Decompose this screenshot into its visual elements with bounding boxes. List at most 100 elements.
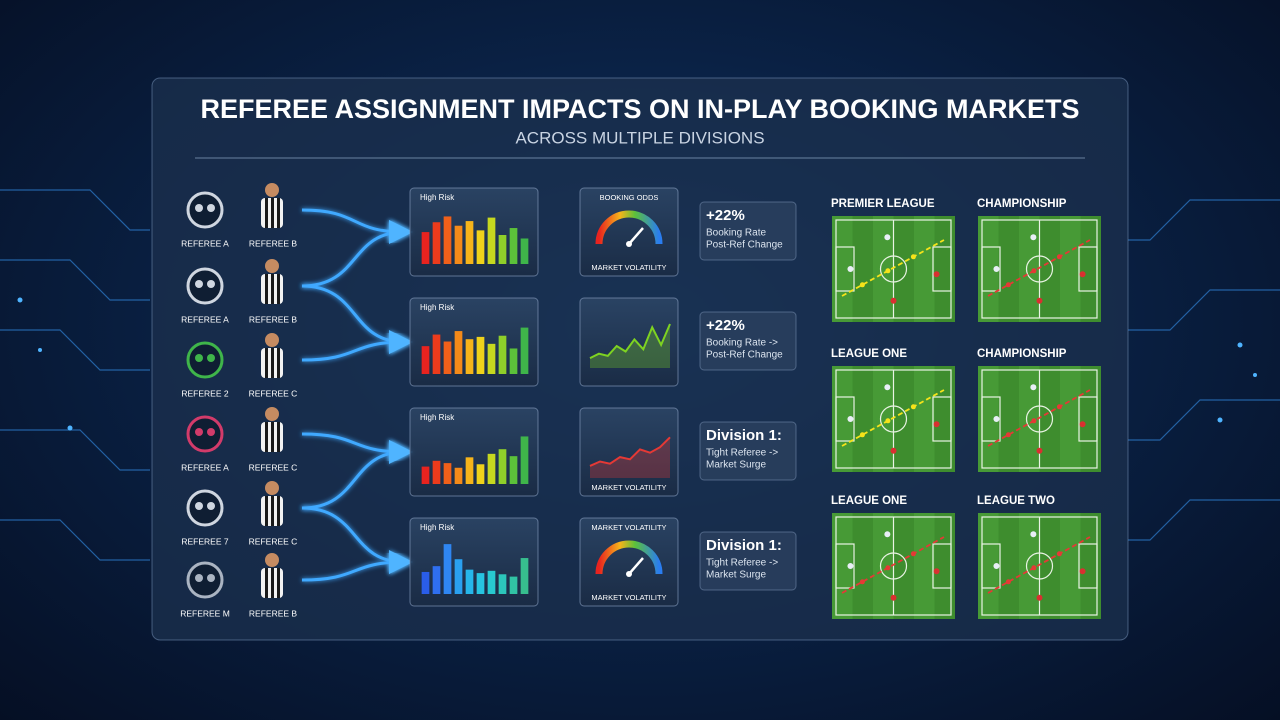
bar bbox=[443, 544, 452, 594]
market-panel bbox=[579, 297, 679, 387]
player bbox=[884, 531, 891, 538]
callout-headline: Division 1: bbox=[706, 537, 782, 554]
pitch-stripe bbox=[832, 366, 853, 472]
line bbox=[589, 323, 671, 359]
official-stripe bbox=[271, 348, 274, 378]
official-head bbox=[265, 553, 279, 567]
pitch-circle bbox=[879, 255, 908, 283]
trend-dot bbox=[1056, 254, 1062, 260]
trend-dot bbox=[1056, 404, 1062, 410]
referee-row: REFEREE 2 REFEREE C bbox=[181, 333, 297, 398]
pitch bbox=[978, 216, 1101, 322]
risk-label: High Risk bbox=[420, 303, 455, 312]
bar bbox=[465, 457, 474, 484]
player bbox=[993, 266, 1000, 272]
pitch-stripe bbox=[914, 366, 935, 472]
player bbox=[1030, 531, 1037, 538]
referee-row: REFEREE A REFEREE B bbox=[181, 183, 297, 248]
player bbox=[847, 266, 854, 272]
trend-dot bbox=[1005, 579, 1011, 585]
line bbox=[589, 436, 671, 467]
player bbox=[1036, 297, 1043, 304]
official-stripe bbox=[277, 568, 280, 598]
connector-arrow bbox=[301, 440, 413, 510]
official-stripe bbox=[277, 496, 280, 526]
league-label: CHAMPIONSHIP bbox=[977, 198, 1067, 210]
player bbox=[847, 416, 854, 422]
connector-arrow bbox=[301, 220, 413, 288]
crest-eye bbox=[195, 354, 203, 362]
trend-dot bbox=[1005, 432, 1011, 438]
bar bbox=[454, 225, 463, 264]
pitch-stripe bbox=[1019, 366, 1040, 472]
risk-label: High Risk bbox=[420, 193, 455, 202]
pitch-stripe bbox=[832, 216, 853, 322]
official-label: REFEREE B bbox=[249, 238, 298, 248]
bar bbox=[465, 339, 474, 374]
official-stripe bbox=[271, 274, 274, 304]
bar bbox=[487, 217, 496, 264]
gauge-hub bbox=[626, 571, 632, 577]
league-label: LEAGUE ONE bbox=[831, 348, 907, 360]
bar bbox=[421, 346, 430, 374]
crest-icon bbox=[186, 561, 224, 599]
crest-icon bbox=[186, 191, 224, 229]
subtitle: ACROSS MULTIPLE DIVISIONS bbox=[515, 128, 764, 147]
connector-arrow bbox=[301, 330, 413, 362]
bar bbox=[454, 559, 463, 594]
bar bbox=[498, 449, 507, 484]
pitch-circle bbox=[879, 552, 908, 580]
crest-eye bbox=[195, 574, 203, 582]
market-panel bbox=[579, 407, 679, 497]
trend-dot bbox=[910, 254, 916, 260]
league-label: CHAMPIONSHIP bbox=[977, 348, 1067, 360]
crest-icon bbox=[186, 415, 224, 453]
pitch bbox=[978, 366, 1101, 472]
official-stripe bbox=[271, 198, 274, 228]
bar bbox=[476, 336, 485, 374]
pitch-stripe bbox=[1060, 216, 1081, 322]
pitch-stripe bbox=[1019, 513, 1040, 619]
pitch bbox=[978, 513, 1101, 619]
player bbox=[1030, 384, 1037, 391]
bar bbox=[465, 569, 474, 594]
trend-line bbox=[841, 389, 945, 447]
bar bbox=[520, 238, 529, 264]
callout-box bbox=[699, 531, 797, 591]
official-label: REFEREE B bbox=[249, 314, 298, 324]
crest-eye bbox=[207, 574, 215, 582]
trend-dot bbox=[1031, 418, 1037, 424]
bar bbox=[509, 228, 518, 264]
callout-headline: +22% bbox=[706, 207, 745, 224]
bar bbox=[432, 222, 441, 264]
official-stripe bbox=[265, 274, 268, 304]
trend-dot bbox=[1031, 565, 1037, 571]
pitch-box bbox=[981, 543, 1001, 589]
trend-dot bbox=[859, 432, 865, 438]
crest-eye bbox=[195, 428, 203, 436]
pitch-stripe bbox=[914, 216, 935, 322]
trend-dot bbox=[859, 282, 865, 288]
pitch-stripe bbox=[1060, 513, 1081, 619]
trend-line bbox=[987, 239, 1091, 297]
player bbox=[933, 421, 940, 428]
player bbox=[1079, 568, 1086, 575]
bar bbox=[476, 464, 485, 484]
pitch-box bbox=[932, 396, 952, 442]
crest-label: REFEREE A bbox=[181, 462, 229, 472]
callout-line: Post-Ref Change bbox=[706, 350, 783, 361]
bar bbox=[432, 460, 441, 484]
bar bbox=[421, 466, 430, 484]
referee-row: REFEREE A REFEREE B bbox=[181, 259, 297, 324]
callout-box bbox=[699, 421, 797, 481]
player bbox=[890, 594, 897, 601]
crest-eye bbox=[195, 502, 203, 510]
gauge-arc bbox=[595, 540, 663, 575]
player bbox=[1079, 271, 1086, 278]
referee-row: REFEREE A REFEREE C bbox=[181, 407, 297, 472]
pitch-stripe bbox=[978, 513, 999, 619]
crest-label: REFEREE A bbox=[181, 314, 229, 324]
bar bbox=[487, 343, 496, 374]
market-bottom-label: MARKET VOLATILITY bbox=[591, 483, 666, 492]
callout-line: Market Surge bbox=[706, 570, 766, 581]
